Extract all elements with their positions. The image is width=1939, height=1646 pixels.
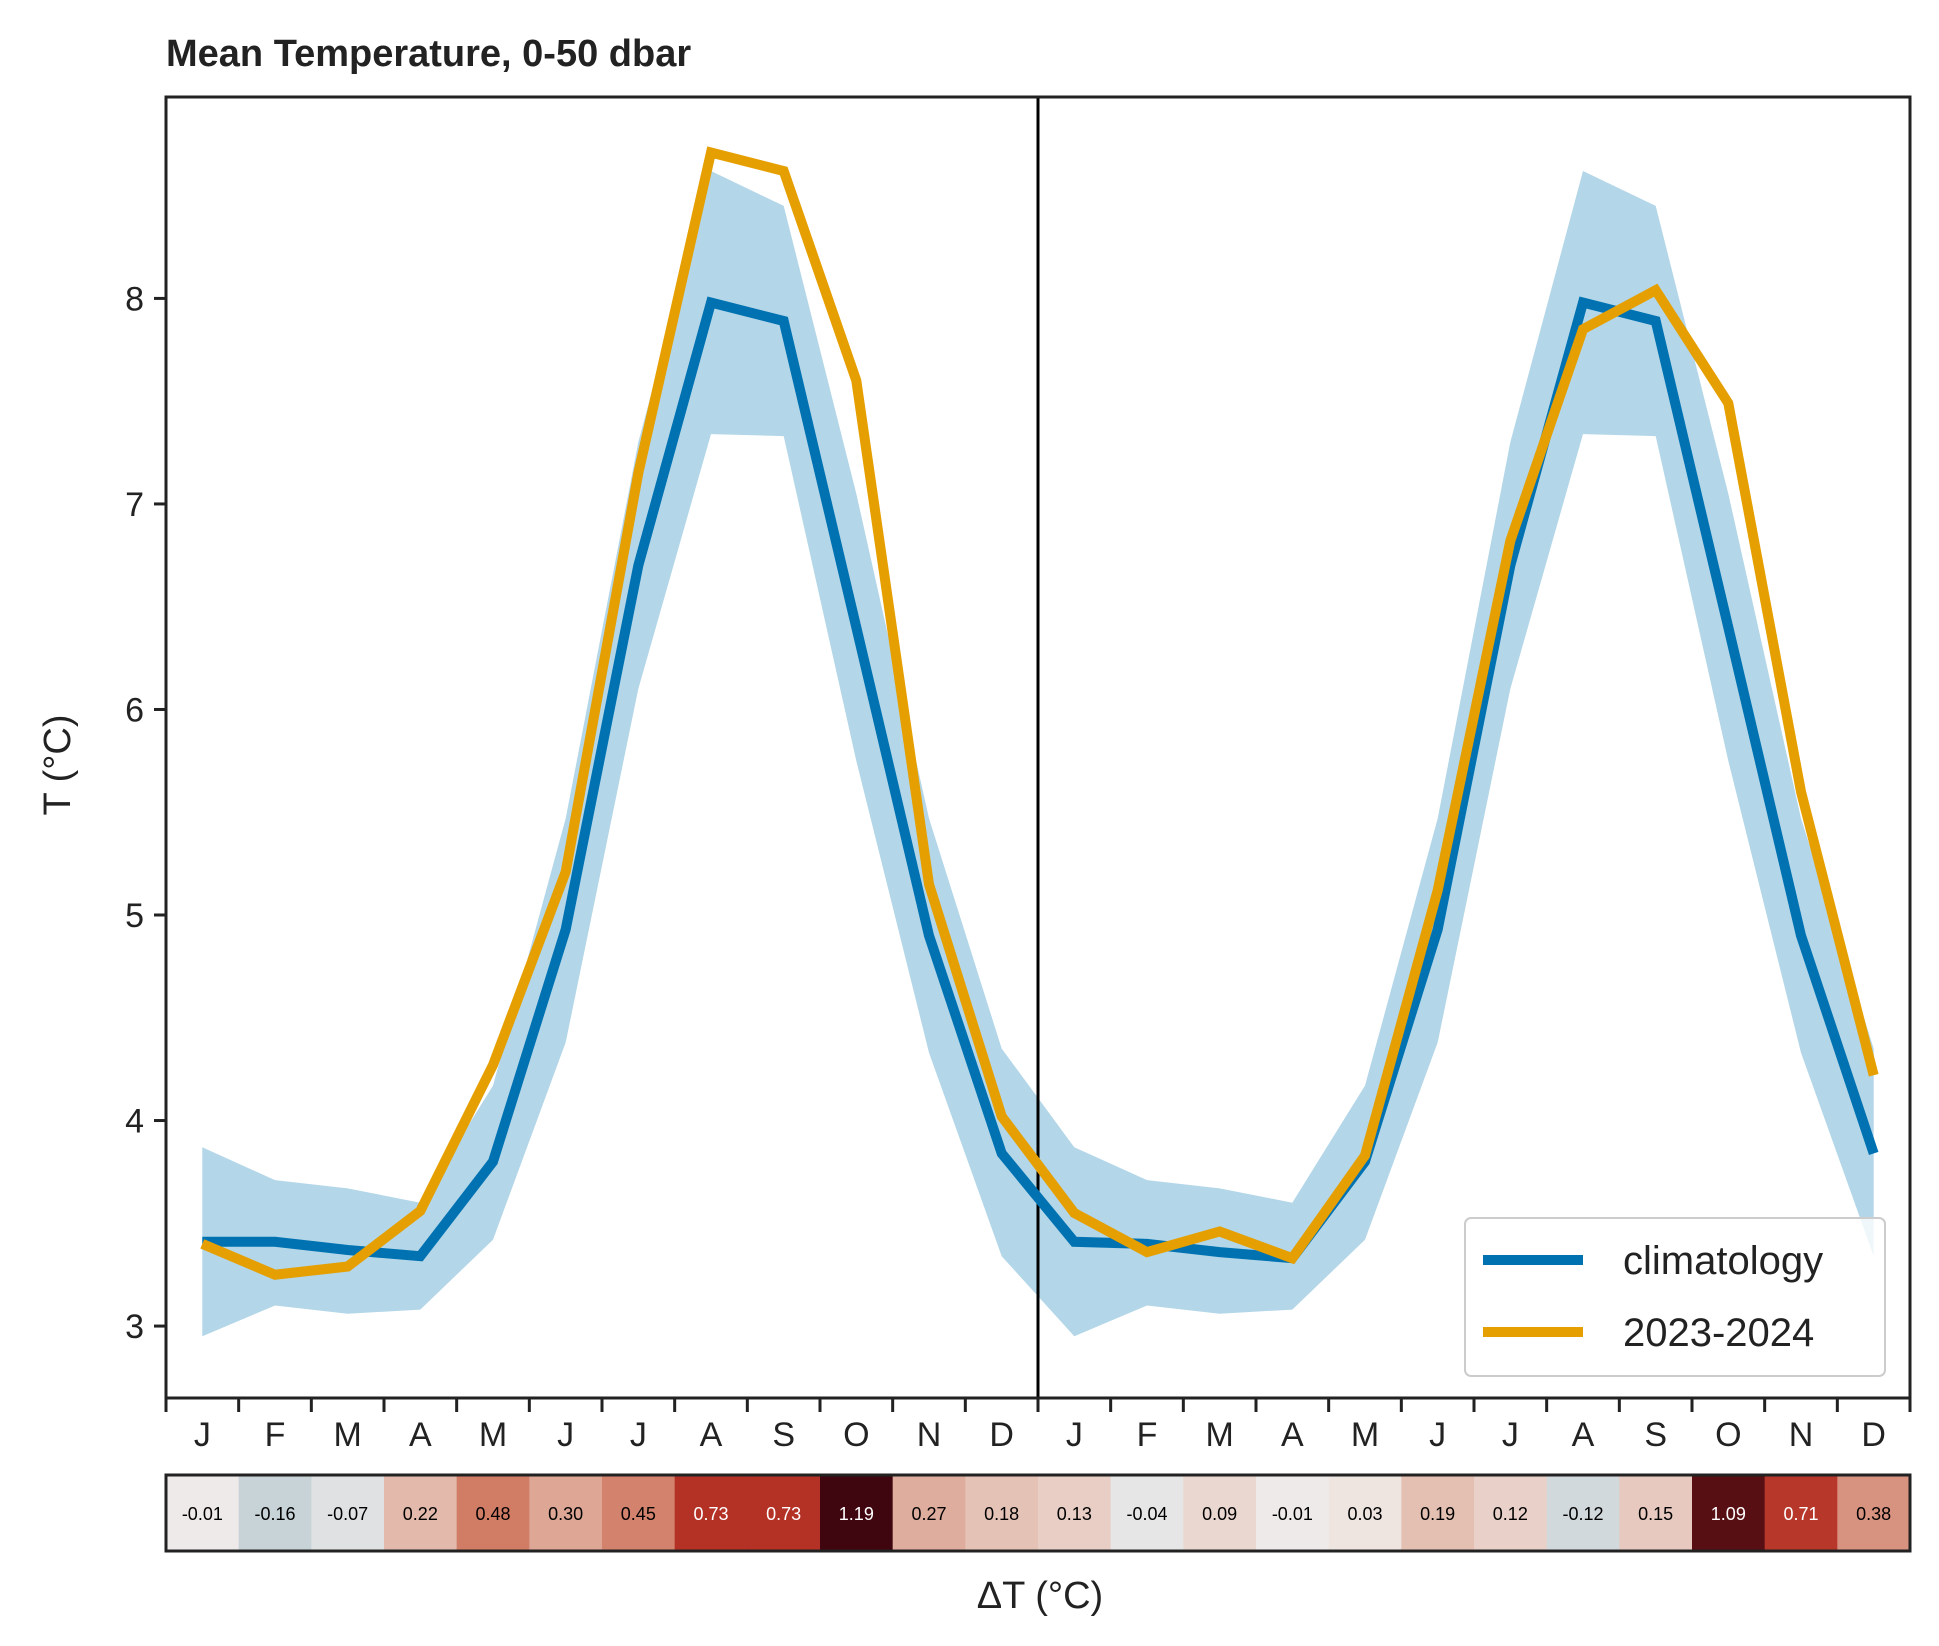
plot-area: 3 4 5 6 7 8 J F M A M J J A S O N D J F M A M J J A S O N D <box>125 95 1912 1454</box>
anomaly-cell-label: -0.12 <box>1562 1504 1603 1524</box>
series-line-0 <box>202 296 1879 1264</box>
anomaly-cell-label: 0.38 <box>1856 1504 1891 1524</box>
x-tick-label: J <box>630 1416 647 1454</box>
x-tick-label: J <box>1502 1416 1519 1454</box>
x-tick-label: J <box>1429 1416 1446 1454</box>
anomaly-cell-label: 0.09 <box>1202 1504 1237 1524</box>
anomaly-cell-label: 0.27 <box>911 1504 946 1524</box>
anomaly-cell-label: 0.12 <box>1493 1504 1528 1524</box>
anomaly-cell <box>1619 1475 1693 1551</box>
x-tick-label: J <box>557 1416 574 1454</box>
anomaly-cell-label: 0.30 <box>548 1504 583 1524</box>
anomaly-cell <box>1546 1475 1620 1551</box>
anomaly-cell <box>1837 1475 1911 1551</box>
x-tick-label: M <box>334 1416 362 1454</box>
anomaly-cell <box>1401 1475 1475 1551</box>
anomaly-cell <box>1038 1475 1112 1551</box>
anomaly-cell <box>166 1475 240 1551</box>
anomaly-cell-label: 0.73 <box>693 1504 728 1524</box>
anomaly-cell <box>602 1475 676 1551</box>
anomaly-cell <box>1474 1475 1548 1551</box>
anomaly-cell-label: 1.19 <box>839 1504 874 1524</box>
x-tick-label: S <box>1644 1416 1667 1454</box>
y-tick-label: 6 <box>125 691 144 729</box>
anomaly-cell-label: -0.01 <box>1272 1504 1313 1524</box>
x-tick-label: A <box>700 1416 723 1454</box>
anomaly-cell <box>238 1475 312 1551</box>
x-tick-label: N <box>1789 1416 1814 1454</box>
anomaly-cell <box>1328 1475 1402 1551</box>
anomaly-cell <box>529 1475 603 1551</box>
x-tick-label: F <box>1137 1416 1158 1454</box>
anomaly-strip: -0.01 -0.16 -0.07 0.22 0.48 0.30 0.45 0.73 0.73 1… <box>166 1475 1911 1551</box>
chart-title: Mean Temperature, 0-50 dbar <box>166 33 691 75</box>
anomaly-cell <box>820 1475 894 1551</box>
anomaly-cell-label: -0.07 <box>327 1504 368 1524</box>
legend: climatology 2023-2024 <box>1464 1217 1886 1377</box>
anomaly-cell-label: 0.19 <box>1420 1504 1455 1524</box>
y-tick-label: 8 <box>125 280 144 318</box>
series-lines <box>200 146 1879 1280</box>
anomaly-strip-frame <box>164 1473 1912 1553</box>
x-tick-label: M <box>479 1416 507 1454</box>
anomaly-cell-label: -0.01 <box>182 1504 223 1524</box>
anomaly-cell <box>1110 1475 1184 1551</box>
anomaly-cell <box>384 1475 458 1551</box>
x-tick-label: A <box>1572 1416 1595 1454</box>
anomaly-cell <box>892 1475 966 1551</box>
anomaly-cell-label: 0.15 <box>1638 1504 1673 1524</box>
anomaly-cell <box>1764 1475 1838 1551</box>
anomaly-cell <box>1256 1475 1330 1551</box>
anomaly-cell-label: 0.22 <box>403 1504 438 1524</box>
x-tick-label: A <box>409 1416 432 1454</box>
anomaly-cell-label: 0.48 <box>475 1504 510 1524</box>
anomaly-cell-label: -0.04 <box>1126 1504 1167 1524</box>
anomaly-cell-label: 1.09 <box>1711 1504 1746 1524</box>
x-tick-label: M <box>1351 1416 1379 1454</box>
x-tick-label: M <box>1206 1416 1234 1454</box>
y-tick-label: 4 <box>125 1103 144 1141</box>
x-tick-label: D <box>989 1416 1014 1454</box>
anomaly-cell-label: 0.71 <box>1783 1504 1818 1524</box>
anomaly-cell-label: 0.73 <box>766 1504 801 1524</box>
legend-label-2023-2024: 2023-2024 <box>1623 1311 1814 1355</box>
x-tick-label: S <box>772 1416 795 1454</box>
anomaly-cell-label: 0.13 <box>1057 1504 1092 1524</box>
y-axis: 3 4 5 6 7 8 <box>125 280 166 1346</box>
y-axis-label: T (°C) <box>37 714 79 815</box>
anomaly-cell-label: 0.18 <box>984 1504 1019 1524</box>
anomaly-cell <box>747 1475 821 1551</box>
anomaly-cell-label: 0.45 <box>621 1504 656 1524</box>
x-tick-label: J <box>194 1416 211 1454</box>
anomaly-cell <box>1692 1475 1766 1551</box>
anomaly-strip-label: ΔT (°C) <box>977 1575 1103 1617</box>
y-tick-label: 3 <box>125 1308 144 1346</box>
x-tick-label: A <box>1281 1416 1304 1454</box>
x-tick-label: F <box>265 1416 286 1454</box>
y-tick-label: 5 <box>125 897 144 935</box>
anomaly-cell <box>456 1475 530 1551</box>
x-tick-label: D <box>1861 1416 1886 1454</box>
anomaly-cell <box>965 1475 1039 1551</box>
y-tick-label: 7 <box>125 486 144 524</box>
anomaly-cell <box>1183 1475 1257 1551</box>
series-line-1 <box>200 146 1879 1280</box>
x-tick-label: J <box>1066 1416 1083 1454</box>
x-tick-label: O <box>1715 1416 1741 1454</box>
anomaly-cell-label: -0.16 <box>254 1504 295 1524</box>
x-tick-label: O <box>843 1416 869 1454</box>
anomaly-cell <box>311 1475 385 1551</box>
x-tick-label: N <box>917 1416 942 1454</box>
legend-label-climatology: climatology <box>1623 1239 1823 1283</box>
anomaly-cell <box>674 1475 748 1551</box>
anomaly-cell-label: 0.03 <box>1347 1504 1382 1524</box>
